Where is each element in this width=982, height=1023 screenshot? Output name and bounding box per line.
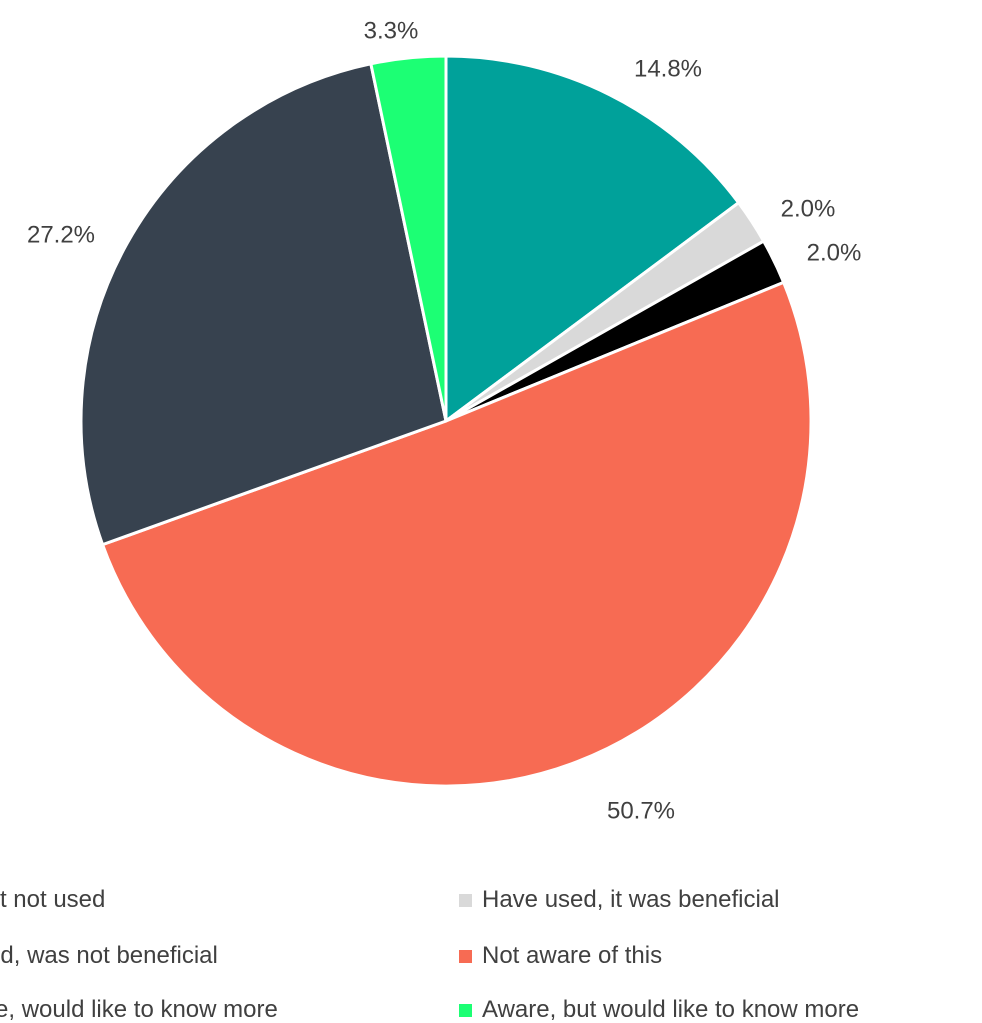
legend-swatch-not-aware-of-this xyxy=(459,949,472,963)
data-label-not-aware-would-like-to-know-more: 27.2% xyxy=(27,222,95,249)
legend-label: Have used, it was beneficial xyxy=(482,886,780,913)
legend-label: Aware but not used xyxy=(0,886,106,913)
legend-item-not-aware-would-like-to-know-more: Not aware, would like to know more xyxy=(0,995,278,1023)
pie-slice-aware-but-would-like-to-know-more xyxy=(369,54,448,423)
data-label-not-aware-of-this: 50.7% xyxy=(607,798,675,825)
legend-item-aware-but-would-like-to-know-more: Aware, but would like to know more xyxy=(459,995,859,1023)
legend-swatch-have-used-it-was-beneficial xyxy=(459,893,472,907)
legend-item-not-aware-of-this: Not aware of this xyxy=(459,941,662,971)
legend-label: Not aware, would like to know more xyxy=(0,996,278,1023)
pie-slice-not-aware-of-this xyxy=(101,280,813,788)
legend-label: Not aware of this xyxy=(482,942,663,969)
data-label-aware-but-not-used: 14.8% xyxy=(634,56,702,83)
data-labels: 14.8% 2.0% 2.0% 50.7% 27.2% 3.3% xyxy=(27,18,861,825)
legend-item-have-used-was-not-beneficial: Have used, was not beneficial xyxy=(0,941,218,971)
legend-label: Aware, but would like to know more xyxy=(482,996,860,1023)
legend-label: Have used, was not beneficial xyxy=(0,942,218,969)
data-label-have-used-was-not-beneficial: 2.0% xyxy=(807,240,862,267)
data-label-have-used-it-was-beneficial: 2.0% xyxy=(781,196,836,223)
legend-item-have-used-it-was-beneficial: Have used, it was beneficial xyxy=(459,885,780,915)
data-label-aware-but-would-like-to-know-more: 3.3% xyxy=(364,18,419,45)
pie-slice-not-aware-would-like-to-know-more xyxy=(79,62,448,547)
legend-item-aware-but-not-used: Aware but not used xyxy=(0,885,105,915)
pie-slice-aware-but-not-used xyxy=(444,54,741,423)
legend-swatch-aware-but-would-like-to-know-more xyxy=(459,1003,472,1017)
pie-slices xyxy=(79,54,813,788)
